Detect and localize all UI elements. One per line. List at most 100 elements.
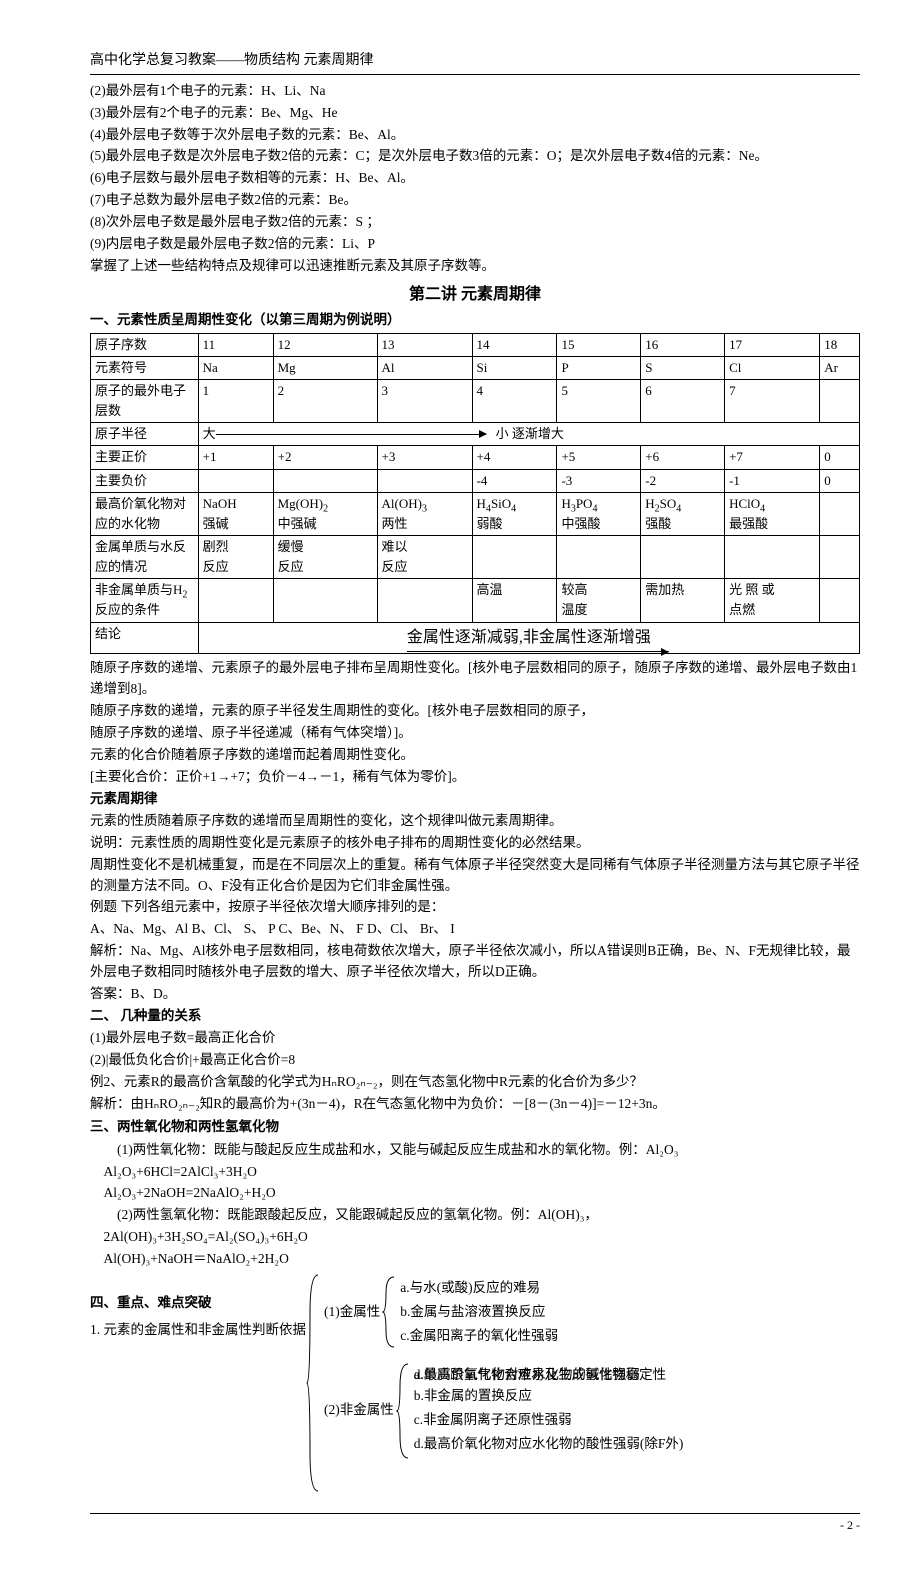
table-cell: NaOH强碱 [198,492,273,535]
table-cell: 2 [273,379,377,422]
rule-line: (9)内层电子数是最外层电子数2倍的元素：Li、P [90,234,860,255]
lecture-title: 第二讲 元素周期律 [90,283,860,308]
section-1-title: 一、元素性质呈周期性变化（以第三周期为例说明） [90,310,860,331]
body-line: 随原子序数的递增、元素原子的最外层电子排布呈周期性变化。[核外电子层数相同的原子… [90,658,860,700]
section3-line: Al(OH)₃+NaOH＝NaAlO₂+2H₂O [104,1249,861,1270]
section3-line: Al₂O₃+2NaOH=2NaAlO₂+H₂O [104,1183,861,1204]
rule-line: (8)次外层电子数是最外层电子数2倍的元素：S ； [90,212,860,233]
body-line: 元素周期律 [90,789,860,810]
rule-line: (5)最外层电子数是次外层电子数2倍的元素：C；是次外层电子数3倍的元素：O；是… [90,146,860,167]
table-cell: 12 [273,333,377,356]
table-conclusion-cell: 金属性逐渐减弱,非金属性逐渐增强 [198,622,859,654]
table-cell: +6 [641,446,725,469]
body-line: 解析：由HₙRO₂ₙ₋₂知R的最高价为+(3n－4)，R在气态氢化物中为负价：－… [90,1094,860,1115]
table-cell: 0 [820,446,860,469]
body-line: 元素的化合价随着原子序数的递增而起着周期性变化。 [90,745,860,766]
table-cell: 较高温度 [557,579,641,622]
table-cell [557,535,641,578]
table-cell: Mg(OH)2中强碱 [273,492,377,535]
metal-item: c.金属阳离子的氧化性强弱 [400,1326,558,1347]
table-cell [820,535,860,578]
table-cell [273,469,377,492]
table-row-label: 金属单质与水反应的情况 [91,535,199,578]
nonmetal-item: d.最高价氧化物对应水化物的酸性强弱(除F外) [414,1434,684,1455]
page-number: - 2 - [90,1513,860,1535]
body-line: 解析：Na、Mg、Al核外电子层数相同，核电荷数依次增大，原子半径依次减小，所以… [90,941,860,983]
table-arrow-cell: 大小 逐渐增大 [198,423,859,446]
section3-line: (1)两性氧化物：既能与酸起反应生成盐和水，又能与碱起反应生成盐和水的氧化物。例… [117,1140,860,1161]
table-cell: 难以反应 [377,535,472,578]
table-row-label: 原子半径 [91,423,199,446]
table-cell: 16 [641,333,725,356]
nonmetal-label: (2)非金属性 [324,1362,396,1460]
table-cell: 18 [820,333,860,356]
rule-line: (2)最外层有1个电子的元素：H、Li、Na [90,81,860,102]
body-line: 说明：元素性质的周期性变化是元素原子的核外电子排布的周期性变化的必然结果。 [90,833,860,854]
page-header: 高中化学总复习教案——物质结构 元素周期律 [90,50,860,75]
table-row-label: 原子序数 [91,333,199,356]
table-cell: HClO4最强酸 [725,492,820,535]
table-cell: S [641,356,725,379]
table-row-label: 原子的最外电子层数 [91,379,199,422]
table-cell: -1 [725,469,820,492]
section3-line: Al₂O₃+6HCl=2AlCl₃+3H₂O [104,1162,861,1183]
table-row-label: 主要正价 [91,446,199,469]
nonmetal-item: b.非金属的置换反应 [414,1386,684,1407]
brace-icon [396,1362,410,1460]
table-cell: Ar [820,356,860,379]
table-cell: +3 [377,446,472,469]
table-cell: 剧烈反应 [198,535,273,578]
rule-line: (6)电子层数与最外层电子数相等的元素：H、Be、Al。 [90,168,860,189]
table-cell: -4 [472,469,557,492]
table-cell: 13 [377,333,472,356]
table-cell: 6 [641,379,725,422]
body-line: 二、 几种量的关系 [90,1006,860,1027]
brace-icon [306,1273,320,1493]
table-cell: 11 [198,333,273,356]
section3-line: (2)两性氢氧化物：既能跟酸起反应，又能跟碱起反应的氢氧化物。例：Al(OH)₃… [117,1205,860,1226]
nonmetal-item: c.非金属阴离子还原性强弱 [414,1410,684,1431]
body-line: A、Na、Mg、Al B、Cl、 S、 P C、Be、N、 F D、Cl、 Br… [90,919,860,940]
table-cell: 需加热 [641,579,725,622]
table-cell: 1 [198,379,273,422]
table-cell: 3 [377,379,472,422]
periodic-table: 原子序数1112131415161718元素符号NaMgAlSiPSClAr原子… [90,333,860,655]
body-line: 例2、元素R的最高价含氧酸的化学式为HₙRO₂ₙ₋₂，则在气态氢化物中R元素的化… [90,1072,860,1093]
table-cell: 缓慢反应 [273,535,377,578]
table-cell: Al(OH)3两性 [377,492,472,535]
body-line: 例题 下列各组元素中，按原子半径依次增大顺序排列的是： [90,897,860,918]
body-line: 周期性变化不是机械重复，而是在不同层次上的重复。稀有气体原子半径突然变大是同稀有… [90,855,860,897]
metal-label: (1)金属性 [324,1275,382,1350]
table-cell: H2SO4强酸 [641,492,725,535]
metal-item: a.与水(或酸)反应的难易 [400,1278,558,1299]
rule-line: (4)最外层电子数等于次外层电子数的元素：Be、Al。 [90,125,860,146]
table-cell: +1 [198,446,273,469]
body-line: [主要化合价：正价+1→+7；负价－4→－1，稀有气体为零价]。 [90,767,860,788]
table-cell [377,579,472,622]
nonmetal-item-overlap: d.最高价氧化物对应水化物的碱性强弱 a.单质跟氢气化合难易及生成氢化物稳定性 [414,1365,684,1383]
table-cell: Na [198,356,273,379]
table-cell: 4 [472,379,557,422]
table-row-label: 非金属单质与H2反应的条件 [91,579,199,622]
table-cell: 高温 [472,579,557,622]
body-line: (2)|最低负化合价|+最高正化合价=8 [90,1050,860,1071]
table-cell: P [557,356,641,379]
table-cell: +7 [725,446,820,469]
rule-line: (3)最外层有2个电子的元素：Be、Mg、He [90,103,860,124]
body-line: 元素的性质随着原子序数的递增而呈周期性的变化，这个规律叫做元素周期律。 [90,811,860,832]
table-cell [641,535,725,578]
table-cell: 17 [725,333,820,356]
rules-list: (2)最外层有1个电子的元素：H、Li、Na(3)最外层有2个电子的元素：Be、… [90,81,860,277]
section-3-title: 三、两性氧化物和两性氢氧化物 [90,1117,860,1138]
table-cell: -2 [641,469,725,492]
table-cell [198,469,273,492]
table-cell [273,579,377,622]
body-line: (1)最外层电子数=最高正化合价 [90,1028,860,1049]
table-cell [725,535,820,578]
section-4-title: 四、重点、难点突破 [90,1293,306,1314]
brace-icon [382,1275,396,1349]
table-cell: +2 [273,446,377,469]
table-cell: -3 [557,469,641,492]
rule-line: (7)电子总数为最外层电子数2倍的元素：Be。 [90,190,860,211]
table-cell: 光 照 或点燃 [725,579,820,622]
